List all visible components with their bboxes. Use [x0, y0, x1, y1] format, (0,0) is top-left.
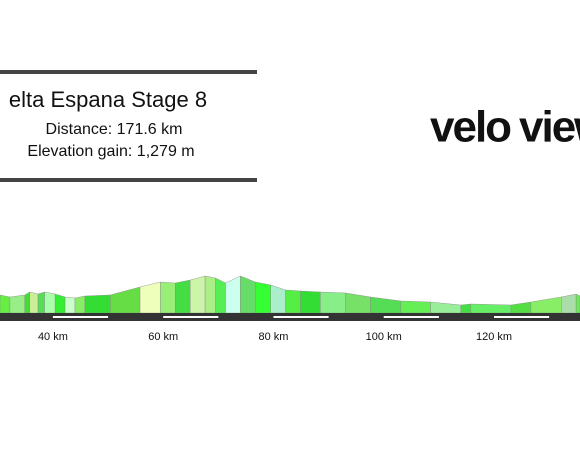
profile-segment [54, 293, 66, 314]
profile-segment [64, 296, 76, 314]
profile-segment [24, 291, 30, 314]
elevation-gain: Elevation gain: 1,279 m [27, 143, 194, 160]
x-tick-label: 80 km [258, 331, 288, 343]
profile-segment [84, 294, 111, 314]
profile-segment [160, 281, 176, 314]
profile-segment [37, 291, 45, 314]
profile-segment [74, 295, 86, 314]
profile-segment [204, 275, 216, 314]
profile-segment [530, 296, 562, 314]
profile-segment [470, 303, 512, 314]
profile-segment [561, 293, 577, 314]
profile-segment [215, 277, 226, 314]
profile-segment [510, 301, 532, 314]
profile-segment [9, 294, 26, 314]
distance: Distance: 171.6 km [46, 121, 183, 138]
profile-segment [300, 290, 321, 314]
profile-segment [225, 275, 241, 314]
profile-segment [430, 301, 462, 314]
profile-segment [460, 303, 472, 314]
x-tick-label: 100 km [366, 331, 402, 343]
x-tick-label: 120 km [476, 331, 512, 343]
profile-segment [44, 291, 56, 314]
profile-segment [110, 286, 141, 314]
title-rule [0, 178, 257, 182]
profile-segment [190, 275, 206, 314]
x-tick-label: 40 km [38, 331, 68, 343]
profile-segment [270, 284, 286, 314]
profile-segment [29, 291, 39, 314]
title-rule [0, 70, 257, 74]
profile-segment [400, 300, 431, 314]
x-tick-label: 60 km [148, 331, 178, 343]
profile-segment [240, 275, 256, 314]
profile-segment [345, 292, 371, 314]
profile-segment [575, 293, 580, 314]
profile-segment [0, 294, 11, 314]
profile-segment [320, 291, 346, 314]
profile-segment [370, 296, 402, 314]
profile-segment [175, 279, 191, 314]
profile-segment [255, 281, 271, 314]
logo: view [519, 103, 580, 152]
logo: velo [430, 103, 511, 152]
profile-segment [139, 281, 161, 314]
chart-title: elta Espana Stage 8 [9, 87, 207, 112]
profile-segment [285, 289, 301, 314]
